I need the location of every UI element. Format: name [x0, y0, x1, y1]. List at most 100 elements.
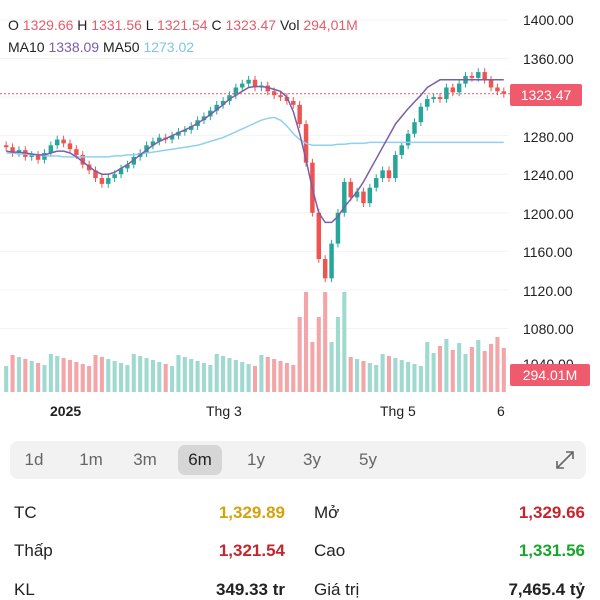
range-5y-button[interactable]: 5y	[359, 450, 377, 469]
candle-body	[450, 87, 456, 93]
open-value: 1329.66	[22, 17, 74, 33]
volume-bar	[144, 358, 149, 392]
candle-body	[112, 174, 117, 179]
range-6m-button[interactable]: 6m	[178, 445, 222, 475]
volume-bar	[259, 355, 264, 392]
candle-body	[412, 122, 417, 134]
volume-bar	[380, 354, 385, 392]
volume-bar	[48, 354, 53, 392]
volume-label: Vol	[279, 17, 300, 33]
high-value: 1331.56	[91, 17, 142, 33]
candle-body	[322, 259, 328, 279]
candle-body	[437, 97, 443, 100]
candle-body	[297, 104, 302, 125]
candle-body	[431, 97, 436, 100]
candle-body	[367, 187, 373, 204]
low-value: 1321.54	[156, 17, 208, 33]
ma10-value: 1338.09	[48, 39, 100, 55]
volume-bar	[329, 342, 334, 392]
volume-bar	[125, 365, 130, 392]
volume-bar	[431, 353, 436, 392]
candle-body	[61, 139, 66, 144]
volume-bar	[265, 357, 270, 392]
candle-body	[74, 149, 79, 155]
y-tick: 1280.00	[523, 129, 574, 145]
stat-giatri-label: Giá trị	[314, 580, 360, 599]
volume-bar	[278, 361, 283, 392]
volume-bar	[323, 292, 328, 392]
volume-bar	[291, 365, 296, 392]
candle-body	[86, 164, 92, 171]
range-3y-button[interactable]: 3y	[303, 450, 321, 469]
candle-body	[182, 129, 188, 132]
candle-body	[354, 191, 360, 198]
x-label-6: 6	[497, 403, 505, 419]
stat-thap-label: Thấp	[14, 541, 53, 560]
volume-bar	[501, 348, 506, 392]
y-tick: 1360.00	[523, 51, 574, 67]
range-1d-button[interactable]: 1d	[24, 450, 44, 469]
candle-body	[176, 131, 181, 136]
candle-body	[201, 116, 207, 121]
candle-body	[278, 95, 283, 98]
candle-body	[361, 191, 366, 204]
volume-bar	[412, 364, 417, 392]
range-1y-button[interactable]: 1y	[247, 450, 265, 469]
stat-thap-value: 1,321.54	[218, 541, 285, 560]
volume-bar	[170, 366, 175, 392]
volume-bar	[106, 359, 111, 392]
candle-body	[252, 79, 258, 88]
volume-bar	[36, 363, 41, 392]
range-3m-button[interactable]: 3m	[133, 450, 157, 469]
volume-bar	[355, 359, 360, 392]
expand-icon[interactable]	[554, 449, 576, 471]
last-price-badge: 1323.47	[510, 84, 582, 106]
close-value: 1323.47	[225, 17, 277, 33]
x-label-thg5: Thg 5	[380, 403, 416, 419]
low-label: L	[145, 17, 154, 33]
candle-body	[425, 99, 430, 107]
volume-bar	[406, 362, 411, 392]
volume-bar	[393, 358, 398, 392]
chart-area[interactable]: O 1329.66 H 1331.56 L 1321.54 C 1323.47 …	[0, 0, 600, 425]
volume-bar	[272, 359, 277, 392]
volume-bar	[221, 356, 226, 392]
volume-bar	[112, 361, 117, 392]
ma50-value: 1273.02	[143, 39, 195, 55]
volume-bar	[16, 357, 21, 392]
volume-bar	[335, 317, 340, 392]
candle-body	[418, 106, 424, 123]
candle-body	[476, 72, 481, 78]
candle-body	[469, 75, 475, 78]
volume-bar	[437, 346, 443, 392]
candle-body	[271, 91, 277, 96]
high-label: H	[77, 17, 88, 33]
volume-badge: 294.01M	[510, 364, 590, 386]
candle-body	[35, 154, 41, 160]
volume-bar	[316, 317, 321, 392]
candle-body	[456, 83, 462, 93]
range-1m-button[interactable]: 1m	[79, 450, 103, 469]
volume-bar	[131, 354, 136, 392]
x-label-thg3: Thg 3	[206, 403, 242, 419]
candle-body	[93, 170, 98, 179]
candle-body	[80, 154, 85, 165]
volume-bar	[367, 363, 372, 392]
volume-bar	[99, 357, 104, 392]
candle-body	[67, 143, 73, 150]
candle-body	[380, 170, 385, 179]
volume-bar	[29, 361, 34, 392]
volume-bar	[182, 357, 187, 392]
ma10-label: MA10	[8, 39, 45, 55]
candle-body	[488, 79, 494, 88]
candle-body	[399, 145, 404, 155]
stat-kl-value: 349.33 tr	[216, 580, 285, 599]
ohlc-readout: O 1329.66 H 1331.56 L 1321.54 C 1323.47 …	[8, 17, 358, 33]
volume-bar	[10, 355, 15, 392]
candle-body	[106, 178, 111, 184]
candle-body	[188, 126, 194, 130]
candle-body	[316, 212, 322, 260]
candle-body	[220, 100, 226, 105]
price-chart[interactable]	[0, 0, 600, 425]
volume-bar	[386, 356, 392, 392]
